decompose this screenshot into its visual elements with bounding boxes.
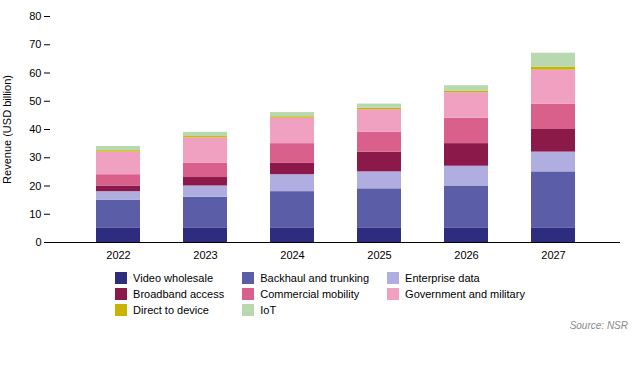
svg-text:10: 10 bbox=[29, 208, 41, 220]
svg-text:2026: 2026 bbox=[454, 249, 478, 261]
svg-text:30: 30 bbox=[29, 151, 41, 163]
svg-text:20: 20 bbox=[29, 180, 41, 192]
html-text:IoT: IoT bbox=[260, 304, 277, 316]
svg-text:Revenue (USD billion): Revenue (USD billion) bbox=[1, 75, 13, 184]
svg-text:2024: 2024 bbox=[280, 249, 304, 261]
svg-text:2025: 2025 bbox=[367, 249, 391, 261]
html-text:Enterprise data: Enterprise data bbox=[405, 272, 480, 284]
svg-text:80: 80 bbox=[29, 10, 41, 22]
svg-text:50: 50 bbox=[29, 95, 41, 107]
svg-text:2027: 2027 bbox=[541, 249, 565, 261]
svg-text:2022: 2022 bbox=[106, 249, 130, 261]
html-text:Government and military: Government and military bbox=[405, 288, 525, 300]
html-text:Backhaul and trunking: Backhaul and trunking bbox=[260, 272, 370, 284]
svg-text:0: 0 bbox=[35, 236, 41, 248]
html-text:Broadband access: Broadband access bbox=[133, 288, 225, 300]
html-text:Direct to device: Direct to device bbox=[133, 304, 209, 316]
html-text:Source: NSR: Source: NSR bbox=[569, 320, 628, 331]
html-text:Commercial mobility: Commercial mobility bbox=[260, 288, 360, 300]
svg-text:40: 40 bbox=[29, 123, 41, 135]
svg-text:60: 60 bbox=[29, 67, 41, 79]
svg-text:70: 70 bbox=[29, 38, 41, 50]
html-text:Video wholesale: Video wholesale bbox=[133, 272, 213, 284]
svg-text:2023: 2023 bbox=[193, 249, 217, 261]
